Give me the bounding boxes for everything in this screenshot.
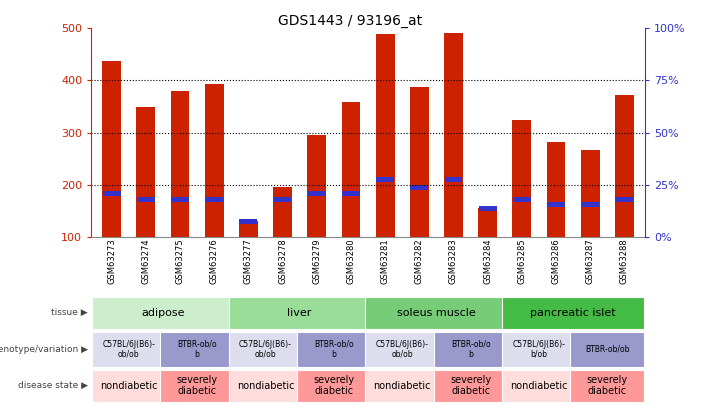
Bar bbox=[547, 141, 566, 237]
Bar bbox=[229, 297, 371, 329]
Bar bbox=[170, 91, 189, 237]
Bar bbox=[240, 219, 257, 224]
Bar bbox=[376, 177, 394, 182]
Bar bbox=[512, 119, 531, 237]
Bar bbox=[365, 297, 508, 329]
Bar bbox=[229, 370, 302, 402]
Bar bbox=[205, 197, 223, 202]
Bar bbox=[410, 185, 428, 190]
Bar bbox=[171, 197, 189, 202]
Bar bbox=[297, 370, 371, 402]
Text: C57BL/6J(B6)-
ob/ob: C57BL/6J(B6)- ob/ob bbox=[239, 340, 292, 359]
Bar bbox=[239, 221, 258, 237]
Text: BTBR-ob/ob: BTBR-ob/ob bbox=[585, 345, 629, 354]
Bar bbox=[581, 202, 599, 207]
Bar bbox=[92, 332, 165, 367]
Text: severely
diabetic: severely diabetic bbox=[177, 375, 218, 396]
Bar bbox=[571, 332, 644, 367]
Bar bbox=[103, 191, 121, 196]
Bar bbox=[502, 370, 576, 402]
Text: nondiabetic: nondiabetic bbox=[374, 381, 431, 391]
Text: GDS1443 / 93196_at: GDS1443 / 93196_at bbox=[278, 14, 423, 28]
Text: liver: liver bbox=[287, 308, 312, 318]
Text: pancreatic islet: pancreatic islet bbox=[531, 308, 616, 318]
Bar bbox=[273, 197, 292, 202]
Text: soleus muscle: soleus muscle bbox=[397, 308, 476, 318]
Bar bbox=[307, 135, 326, 237]
Text: nondiabetic: nondiabetic bbox=[510, 381, 568, 391]
Bar bbox=[137, 107, 155, 237]
Text: BTBR-ob/o
b: BTBR-ob/o b bbox=[177, 340, 217, 359]
Bar bbox=[571, 370, 644, 402]
Bar bbox=[478, 208, 497, 237]
Bar bbox=[615, 197, 633, 202]
Bar bbox=[615, 95, 634, 237]
Bar bbox=[308, 191, 326, 196]
Text: BTBR-ob/o
b: BTBR-ob/o b bbox=[314, 340, 353, 359]
Bar bbox=[365, 370, 439, 402]
Bar bbox=[513, 197, 531, 202]
Text: severely
diabetic: severely diabetic bbox=[313, 375, 355, 396]
Text: nondiabetic: nondiabetic bbox=[100, 381, 158, 391]
Bar bbox=[342, 191, 360, 196]
Text: BTBR-ob/o
b: BTBR-ob/o b bbox=[451, 340, 491, 359]
Bar bbox=[502, 297, 644, 329]
Bar bbox=[137, 197, 155, 202]
Bar bbox=[410, 87, 429, 237]
Bar bbox=[102, 61, 121, 237]
Bar bbox=[444, 32, 463, 237]
Text: adipose: adipose bbox=[141, 308, 184, 318]
Text: genotype/variation ▶: genotype/variation ▶ bbox=[0, 345, 88, 354]
Text: tissue ▶: tissue ▶ bbox=[51, 308, 88, 318]
Bar bbox=[161, 370, 234, 402]
Text: C57BL/6J(B6)-
ob/ob: C57BL/6J(B6)- ob/ob bbox=[376, 340, 428, 359]
Bar bbox=[297, 332, 371, 367]
Bar bbox=[434, 370, 508, 402]
Bar bbox=[229, 332, 302, 367]
Bar bbox=[365, 332, 439, 367]
Text: C57BL/6J(B6)-
b/ob: C57BL/6J(B6)- b/ob bbox=[512, 340, 566, 359]
Bar bbox=[92, 297, 234, 329]
Bar bbox=[444, 177, 463, 182]
Text: severely
diabetic: severely diabetic bbox=[587, 375, 628, 396]
Bar bbox=[434, 332, 508, 367]
Text: severely
diabetic: severely diabetic bbox=[450, 375, 491, 396]
Text: C57BL/6J(B6)-
ob/ob: C57BL/6J(B6)- ob/ob bbox=[102, 340, 155, 359]
Bar bbox=[92, 370, 165, 402]
Text: nondiabetic: nondiabetic bbox=[237, 381, 294, 391]
Bar bbox=[479, 206, 496, 211]
Bar bbox=[547, 202, 565, 207]
Bar bbox=[376, 34, 395, 237]
Bar bbox=[161, 332, 234, 367]
Bar bbox=[341, 102, 360, 237]
Bar bbox=[581, 150, 599, 237]
Bar bbox=[502, 332, 576, 367]
Text: disease state ▶: disease state ▶ bbox=[18, 381, 88, 390]
Bar bbox=[205, 84, 224, 237]
Bar bbox=[273, 188, 292, 237]
